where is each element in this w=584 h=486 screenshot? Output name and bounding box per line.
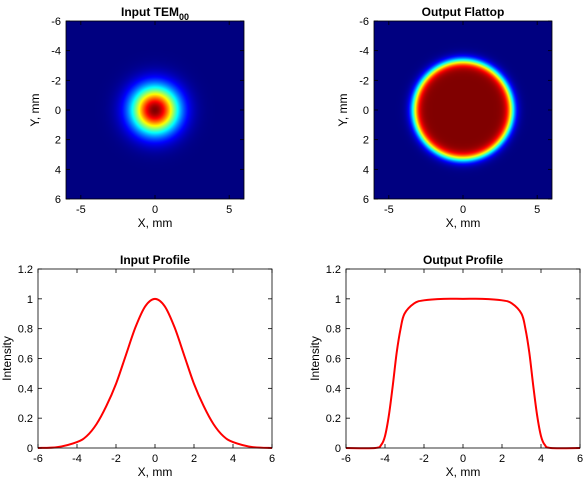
axes-box bbox=[345, 268, 581, 449]
y-tick-label: -2 bbox=[359, 75, 369, 87]
x-tick-label: -5 bbox=[384, 204, 394, 216]
chart-panel-2: -5 0 5 -6 -4 -2 0 2 4 6 Output Flattop X, mm Y, mm bbox=[336, 5, 553, 230]
x-axis-label: X, mm bbox=[138, 216, 173, 230]
y-tick-label: 4 bbox=[363, 164, 369, 176]
y-tick-label: 0.2 bbox=[18, 413, 33, 425]
chart-panel-3: -6 -4 -2 0 2 4 6 0 0.2 0.4 0.6 0.8 1 1.2 Input Profile… bbox=[0, 253, 275, 479]
y-tick-label: -6 bbox=[51, 16, 61, 28]
y-tick-label: 0 bbox=[27, 443, 33, 455]
heatmap-image bbox=[374, 21, 552, 199]
y-tick-label: 0.4 bbox=[18, 383, 33, 395]
chart-panel-1: -5 0 5 -6 -4 -2 0 2 4 6 Input TEM00 X, mm Y, mm bbox=[28, 5, 245, 230]
x-tick-label: -6 bbox=[33, 453, 43, 465]
y-tick-label: 0.8 bbox=[18, 324, 33, 336]
x-tick-label: -4 bbox=[72, 453, 82, 465]
y-tick-label: 2 bbox=[55, 135, 61, 147]
x-tick-label: 4 bbox=[538, 453, 544, 465]
chart-title: Output Flattop bbox=[422, 5, 505, 19]
chart-title: Input TEM00 bbox=[121, 5, 189, 22]
y-tick-label: -6 bbox=[359, 16, 369, 28]
x-tick-label: -6 bbox=[341, 453, 351, 465]
y-tick-label: -2 bbox=[51, 75, 61, 87]
x-tick-label: 2 bbox=[191, 453, 197, 465]
chart-title: Input Profile bbox=[120, 253, 190, 267]
x-tick-label: -5 bbox=[76, 204, 86, 216]
x-tick-label: 0 bbox=[460, 453, 466, 465]
x-tick-label: -2 bbox=[419, 453, 429, 465]
x-tick-label: -2 bbox=[111, 453, 121, 465]
x-tick-label: 2 bbox=[499, 453, 505, 465]
chart-title-text: Output Profile bbox=[423, 253, 503, 267]
intensity-curve bbox=[37, 297, 273, 449]
y-tick-label: 0.8 bbox=[326, 324, 341, 336]
x-tick-label: 5 bbox=[534, 204, 540, 216]
axes-box bbox=[37, 268, 273, 449]
x-tick-label: 4 bbox=[230, 453, 236, 465]
y-tick-label: 1 bbox=[27, 294, 33, 306]
y-axis-label: Intensity bbox=[308, 336, 322, 381]
x-tick-label: 0 bbox=[152, 204, 158, 216]
x-tick-label: 5 bbox=[226, 204, 232, 216]
y-axis-label: Intensity bbox=[0, 336, 14, 381]
y-tick-label: 2 bbox=[363, 135, 369, 147]
chart-title: Output Profile bbox=[423, 253, 503, 267]
y-tick-label: 0.6 bbox=[326, 354, 341, 366]
chart-title-text: Input TEM bbox=[121, 5, 179, 19]
y-tick-label: 0.4 bbox=[326, 383, 341, 395]
x-tick-label: 6 bbox=[269, 453, 275, 465]
y-tick-label: 0.6 bbox=[18, 354, 33, 366]
intensity-curve bbox=[345, 297, 581, 450]
y-tick-label: 6 bbox=[363, 194, 369, 206]
x-tick-label: 0 bbox=[460, 204, 466, 216]
x-axis-label: X, mm bbox=[446, 465, 481, 479]
y-axis-label: Y, mm bbox=[336, 93, 350, 126]
heatmap-image bbox=[66, 21, 244, 199]
y-tick-label: 0 bbox=[335, 443, 341, 455]
x-tick-label: 0 bbox=[152, 453, 158, 465]
y-tick-label: 0 bbox=[363, 105, 369, 117]
x-tick-label: 6 bbox=[577, 453, 583, 465]
y-tick-label: 1 bbox=[335, 294, 341, 306]
x-axis-label: X, mm bbox=[446, 216, 481, 230]
y-tick-label: -4 bbox=[51, 46, 61, 58]
y-tick-label: 0.2 bbox=[326, 413, 341, 425]
y-tick-label: 4 bbox=[55, 164, 61, 176]
chart-title-text: Output Flattop bbox=[422, 5, 505, 19]
chart-title-text: Input Profile bbox=[120, 253, 190, 267]
x-axis-label: X, mm bbox=[138, 465, 173, 479]
x-tick-label: -4 bbox=[380, 453, 390, 465]
y-tick-label: -4 bbox=[359, 46, 369, 58]
chart-title-subscript: 00 bbox=[179, 12, 189, 22]
y-tick-label: 1.2 bbox=[18, 264, 33, 276]
y-tick-label: 0 bbox=[55, 105, 61, 117]
chart-panel-4: -6 -4 -2 0 2 4 6 0 0.2 0.4 0.6 0.8 1 1.2 Output Profil… bbox=[308, 253, 583, 479]
y-tick-label: 6 bbox=[55, 194, 61, 206]
y-tick-label: 1.2 bbox=[326, 264, 341, 276]
y-axis-label: Y, mm bbox=[28, 93, 42, 126]
